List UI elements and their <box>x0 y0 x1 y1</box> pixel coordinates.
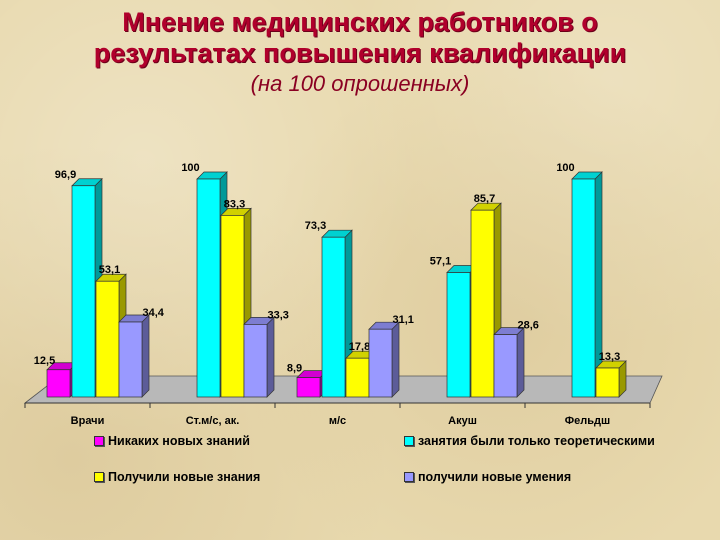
bar <box>595 367 620 398</box>
data-label: 57,1 <box>430 256 451 268</box>
chart-title-line2: результатах повышения квалификации <box>93 38 627 68</box>
data-label: 100 <box>556 162 574 174</box>
bar <box>46 369 71 398</box>
data-label: 34,4 <box>143 307 165 319</box>
data-label: 28,6 <box>518 320 539 332</box>
legend-label: получили новые умения <box>418 470 572 484</box>
bar <box>321 236 346 398</box>
bar-side <box>266 316 275 398</box>
data-label: 31,1 <box>393 314 414 326</box>
data-label: 8,9 <box>287 363 302 375</box>
data-label: 17,8 <box>349 341 370 353</box>
x-tick-label: Акуш <box>448 415 477 427</box>
x-tick-label: Ст.м/с, ак. <box>186 415 240 427</box>
legend-label: Никаких новых знаний <box>108 434 250 448</box>
data-label: 100 <box>181 162 199 174</box>
legend-swatch-magenta <box>94 436 104 446</box>
bar <box>71 185 96 398</box>
chart-title-line1: Мнение медицинских работников о <box>122 7 598 37</box>
bar <box>446 272 471 398</box>
chart-subtitle: (на 100 опрошенных) <box>250 71 470 96</box>
legend-item-only-theoretical: занятия были только теоретическими <box>404 434 655 448</box>
legend-item-new-skills: получили новые умения <box>404 470 571 484</box>
data-label: 83,3 <box>224 198 245 210</box>
bar <box>118 321 143 398</box>
bar <box>345 357 370 398</box>
legend-label: занятия были только теоретическими <box>418 434 655 448</box>
bar <box>470 209 495 398</box>
legend-label: Получили новые знания <box>108 470 261 484</box>
data-label: 73,3 <box>305 220 326 232</box>
bar <box>571 178 596 398</box>
bar <box>220 215 245 398</box>
x-tick-label: м/с <box>329 415 346 427</box>
data-label: 53,1 <box>99 264 120 276</box>
bar <box>196 178 221 398</box>
data-label: 96,9 <box>55 169 76 181</box>
bar <box>493 334 518 398</box>
bar <box>368 328 393 398</box>
data-label: 12,5 <box>34 355 55 367</box>
data-label: 33,3 <box>268 309 289 321</box>
data-label: 85,7 <box>474 193 495 205</box>
bar-side <box>391 321 400 398</box>
bar <box>243 324 268 398</box>
legend-item-no-new-knowledge: Никаких новых знаний <box>94 434 250 448</box>
x-tick-label: Фельдш <box>565 415 610 427</box>
legend-item-new-knowledge: Получили новые знания <box>94 470 260 484</box>
x-tick-label: Врачи <box>71 415 105 427</box>
bar-side <box>141 314 150 398</box>
legend-swatch-lilac <box>404 472 414 482</box>
bar <box>95 280 120 398</box>
bar-side <box>516 326 525 398</box>
data-label: 13,3 <box>599 351 620 363</box>
bar <box>296 377 321 398</box>
legend-swatch-yellow <box>94 472 104 482</box>
legend-swatch-cyan <box>404 436 414 446</box>
